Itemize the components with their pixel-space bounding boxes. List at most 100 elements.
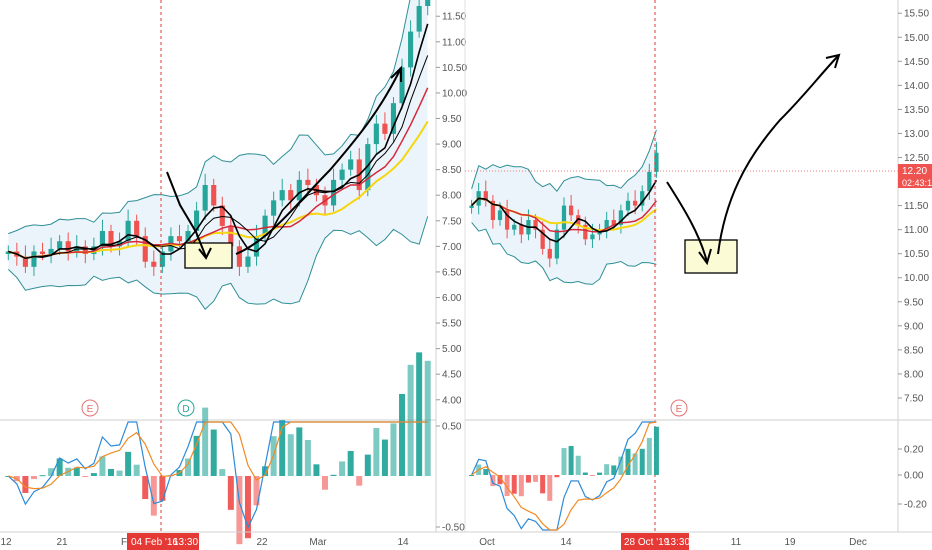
macd-histogram-bar [469,475,475,476]
time-tick-label: Mar [309,537,327,548]
left-bollinger-lower [7,216,429,310]
macd-histogram-bar [236,476,243,545]
macd-histogram-bar [150,476,157,516]
macd-histogram-bar [244,476,251,539]
candle [647,163,652,200]
candle [202,173,208,220]
left-marker-date: 04 Feb '16 [131,537,178,548]
candle [159,245,165,273]
price-tick-label: 11.50 [904,201,929,212]
left-marker-time: 13:30 [173,537,198,548]
price-tick-label: 9.50 [904,297,924,308]
left-annotation-arrow-up [235,69,401,255]
macd-histogram-bar [533,475,539,482]
macd-histogram-bar [22,476,29,493]
left-price-axis[interactable]: 11.50 11.00 10.50 10.00 9.50 9.00 8.50 8.00 7.50… [436,12,467,407]
price-tick-label: 12.50 [904,153,929,164]
macd-histogram-bar [279,420,286,476]
right-marker-time: 13:30 [665,537,690,548]
price-tick-label: 10.50 [442,63,467,74]
price-tick-label: 8.00 [442,191,462,202]
price-tick-label: 11.50 [442,12,467,23]
left-macd-histogram [5,352,431,545]
price-tick-label: 10.00 [904,273,929,284]
right-macd-axis[interactable]: 0.20 0.00 -0.20 [898,445,927,511]
left-chart-panel[interactable]: E D 11.50 11.00 10.50 10.00 9.50 9.00 8.50 8.00… [0,0,467,545]
candle [142,227,148,268]
macd-histogram-bar [497,475,503,485]
macd-histogram-bar [540,475,546,494]
left-signal-line [8,421,428,490]
price-tick-label: 15.50 [904,9,929,20]
right-annotation-arrowhead-down [698,248,712,266]
macd-histogram-bar [554,475,560,478]
candle [253,224,260,266]
candle [108,224,114,253]
price-tick-label: 5.00 [442,344,462,355]
price-tick-label: 7.50 [442,216,462,227]
macd-histogram-bar [347,451,354,476]
macd-histogram-bar [373,428,380,476]
macd-histogram-bar [653,426,659,475]
time-tick-label: Oct [479,537,495,548]
macd-histogram-bar [511,475,517,494]
macd-histogram-bar [611,465,617,475]
macd-tick-label: 0.50 [442,422,462,433]
candle [604,211,609,239]
candle [469,199,474,214]
macd-histogram-bar [322,476,328,490]
price-tick-label: 9.50 [442,114,462,125]
candle [65,232,71,261]
time-tick-label: 11 [731,537,742,548]
right-chart-panel[interactable]: E 15.5015.0014.5014.0013.5013.0012.5012.… [464,0,932,532]
time-tick-label: 14 [397,537,409,548]
macd-tick-label: -0.20 [904,500,927,511]
macd-histogram-bar [639,448,645,475]
left-macd-axis[interactable]: 0.50 -0.50 [436,422,465,534]
macd-histogram-bar [90,473,97,476]
price-tick-label: 11.00 [904,225,929,236]
macd-histogram-bar [287,434,294,476]
macd-histogram-bar [30,476,37,480]
right-ma-black [471,179,658,243]
candle [348,150,354,176]
macd-histogram-bar [483,469,489,475]
left-ma-red [8,87,429,260]
candle [373,114,379,154]
left-event-earnings[interactable]: E [81,399,99,417]
left-annotation-arrow-down [166,171,207,258]
price-tick-label: 8.00 [904,369,924,380]
right-annotation-arrowhead-up [825,53,841,69]
candle [151,250,157,277]
left-annotation-box [184,242,233,269]
left-event-dividend[interactable]: D [177,399,195,417]
price-tick-label: 5.50 [442,319,462,330]
macd-histogram-bar [582,472,588,475]
candle [568,195,574,221]
macd-histogram-bar [48,468,55,476]
macd-histogram-bar [646,437,652,475]
macd-histogram-bar [219,469,226,476]
macd-histogram-bar [390,423,397,476]
candle [390,97,397,144]
candle [625,192,631,217]
right-event-earnings[interactable]: E [670,399,688,417]
right-signal-line [471,421,657,531]
left-event-label-dividend: D [182,404,189,415]
left-annotation-arrowhead-down [198,247,212,260]
price-tick-label: 10.00 [442,88,467,99]
candle [339,163,345,190]
candle [236,240,242,277]
right-annotation-arrow-down [666,181,708,263]
candle [176,224,183,248]
price-tick-label: 7.00 [442,242,462,253]
macd-tick-label: 0.20 [904,445,924,456]
price-tick-label: 9.00 [442,140,462,151]
right-current-price-label: 12.20 [902,166,927,177]
candle [48,237,54,264]
macd-histogram-bar [416,352,423,476]
candle [365,137,371,197]
right-current-price-tag: 12.20 02:43:17 [898,164,932,188]
time-tick-label: 14 [560,537,572,548]
